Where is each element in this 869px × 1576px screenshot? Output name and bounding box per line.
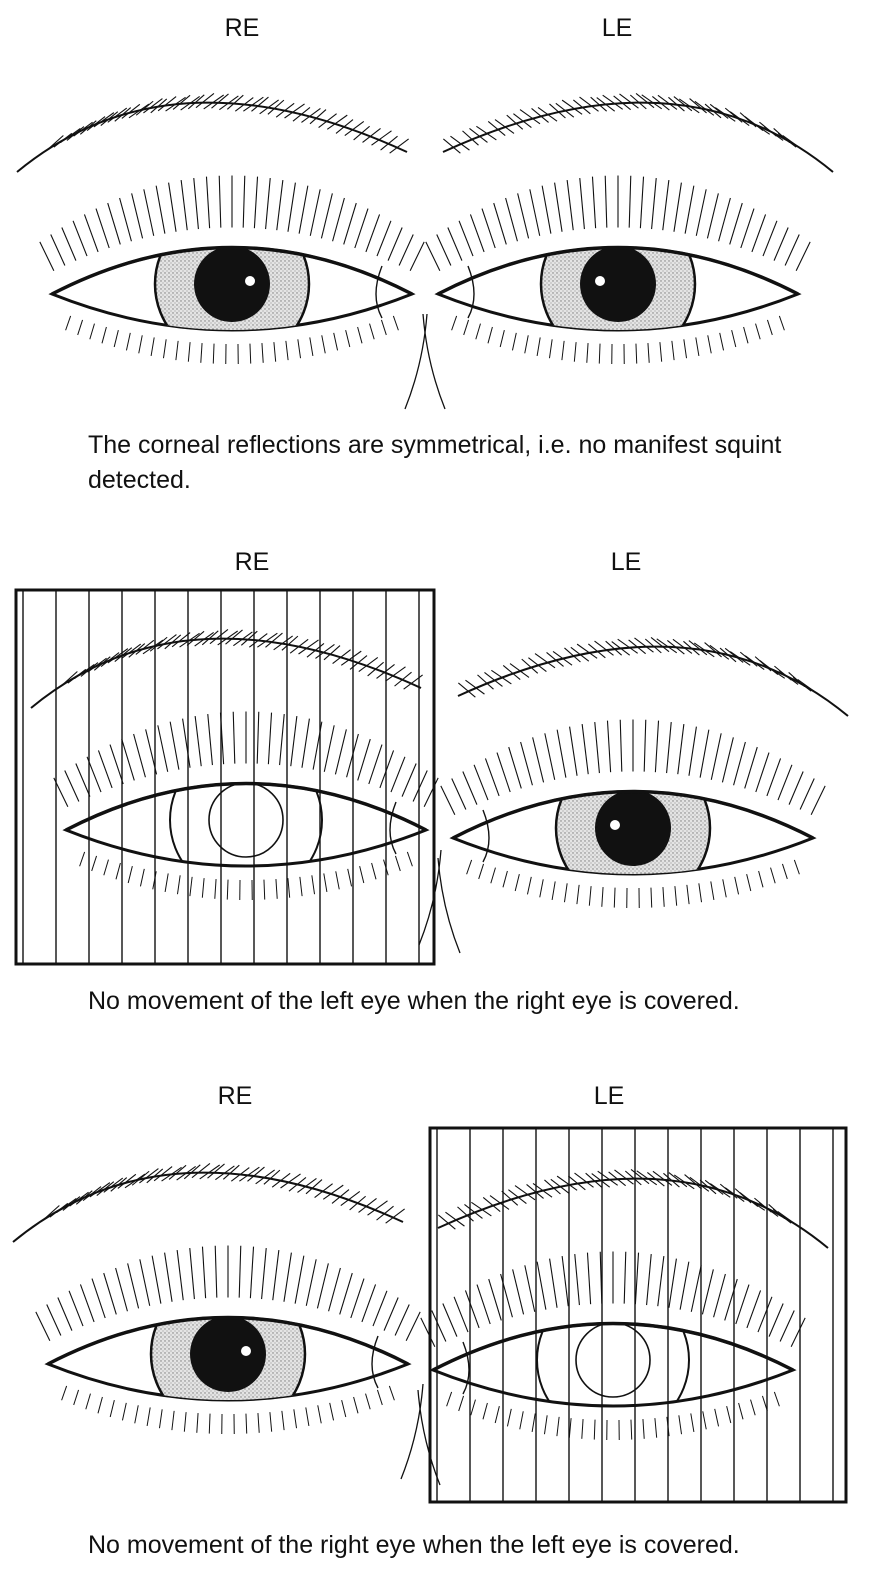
eyelid-outline — [429, 1322, 797, 1408]
panel3-caption: No movement of the right eye when the le… — [88, 1531, 740, 1559]
nose-line — [437, 857, 461, 954]
panel2-right-eye — [30, 628, 442, 946]
panel1-left-eye-label: LE — [601, 14, 633, 42]
panel2-right-eye-label: RE — [234, 548, 270, 576]
pupil — [190, 1317, 266, 1392]
eyebrow — [437, 1168, 829, 1249]
nose-line — [418, 849, 442, 946]
corneal-reflection — [610, 820, 620, 830]
nose-line — [422, 313, 446, 410]
inner-canthus — [375, 265, 383, 319]
nose-line — [404, 313, 428, 410]
panel3-left-eye-label: LE — [593, 1082, 625, 1110]
eyelashes — [440, 719, 826, 908]
panel2-caption: No movement of the left eye when the rig… — [88, 987, 740, 1015]
pupil — [575, 1323, 651, 1398]
corneal-reflection — [241, 1346, 251, 1356]
nose-line — [400, 1383, 424, 1480]
eyelid-outline — [62, 782, 430, 868]
corneal-reflection — [595, 276, 605, 286]
eyelashes — [39, 175, 425, 364]
eyebrow — [30, 628, 423, 709]
inner-canthus — [462, 1341, 470, 1395]
eyebrow — [12, 1162, 405, 1243]
panel1-left-eye — [422, 92, 834, 410]
inner-canthus — [482, 809, 490, 863]
inner-canthus — [371, 1335, 379, 1389]
eyelashes — [35, 1245, 421, 1434]
eyebrow — [457, 636, 849, 717]
panel1-right-eye-label: RE — [224, 14, 260, 42]
panel3-left-eye — [417, 1168, 829, 1486]
panel1-right-eye — [16, 92, 428, 410]
panel3-right-eye-label: RE — [217, 1082, 253, 1110]
panel3-right-eye — [12, 1162, 424, 1480]
panel2-left-eye — [437, 636, 849, 954]
inner-canthus — [467, 265, 475, 319]
pupil — [208, 783, 284, 858]
pupil — [194, 247, 270, 322]
pupil — [595, 791, 671, 866]
pupil — [580, 247, 656, 322]
corneal-reflection — [245, 276, 255, 286]
eyebrow — [16, 92, 409, 173]
inner-canthus — [389, 801, 397, 855]
panel2-cover-occluder — [14, 588, 436, 966]
panel2-left-eye-label: LE — [610, 548, 642, 576]
eyebrow — [442, 92, 834, 173]
eyelashes — [425, 175, 811, 364]
iris — [169, 783, 323, 866]
iris — [536, 1323, 690, 1406]
panel3-cover-occluder — [428, 1126, 848, 1504]
panel1-caption: The corneal reflections are symmetrical,… — [88, 431, 782, 494]
